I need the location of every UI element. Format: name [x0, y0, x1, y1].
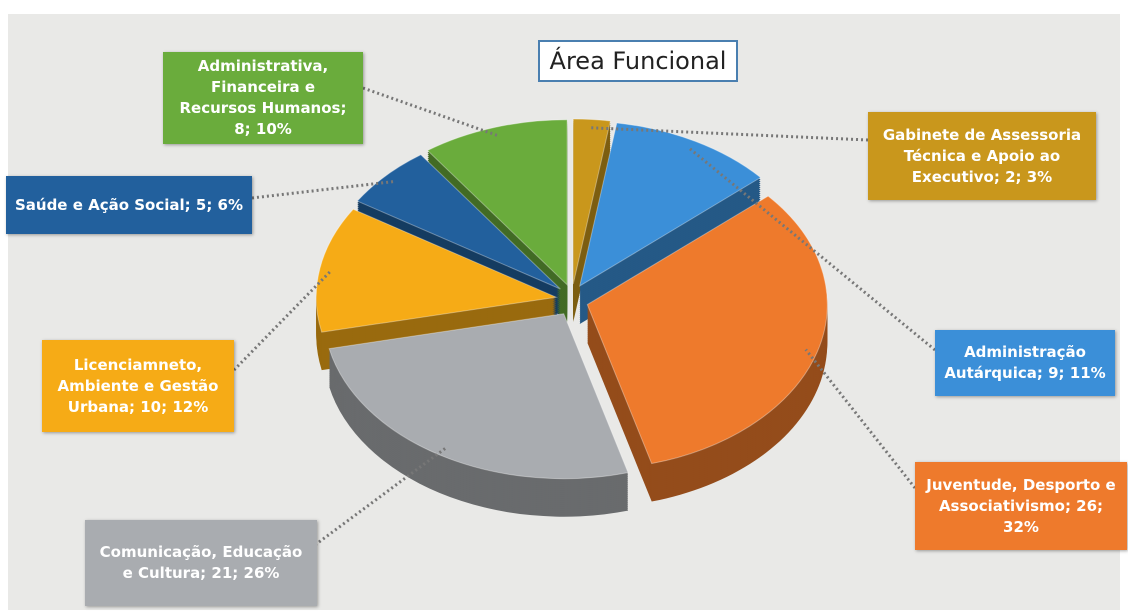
leader-line — [314, 446, 447, 547]
slice — [426, 119, 568, 286]
slice — [328, 313, 629, 480]
data-label: Comunicação, Educação e Cultura; 21; 26% — [85, 520, 317, 606]
data-label: Licenciamneto, Ambiente e Gestão Urbana;… — [42, 340, 234, 432]
slice — [586, 195, 828, 465]
leader-line — [804, 348, 917, 489]
leader-line — [232, 268, 333, 372]
chart-title: Área Funcional — [538, 40, 738, 82]
leader-line — [362, 86, 498, 137]
slice — [578, 122, 762, 288]
data-label: Gabinete de Assessoria Técnica e Apoio a… — [868, 112, 1096, 200]
data-label: Administrativa, Financeira e Recursos Hu… — [163, 52, 363, 144]
slice — [315, 208, 559, 333]
leader-line — [590, 126, 869, 142]
slice — [572, 118, 611, 285]
leader-line — [251, 179, 395, 200]
data-label: Juventude, Desporto e Associativismo; 26… — [915, 462, 1127, 550]
slice — [356, 154, 561, 290]
data-label: Saúde e Ação Social; 5; 6% — [6, 176, 252, 234]
data-label: Administração Autárquica; 9; 11% — [935, 330, 1115, 396]
